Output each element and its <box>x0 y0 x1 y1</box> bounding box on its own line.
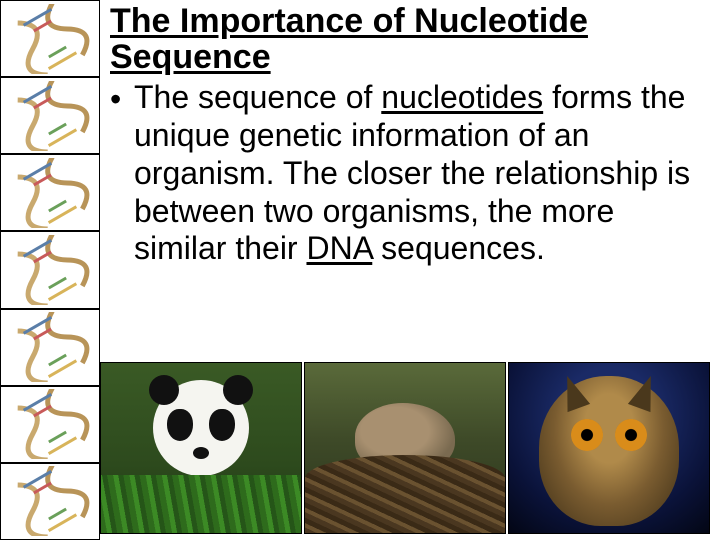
panda-photo <box>100 362 302 534</box>
bullet-text: The sequence of nucleotides forms the un… <box>134 79 706 268</box>
dna-cell <box>0 0 100 77</box>
dna-helix-icon <box>10 312 90 382</box>
dna-helix-column <box>0 0 100 540</box>
dna-cell <box>0 463 100 540</box>
dna-cell <box>0 154 100 231</box>
title-line-1: The Importance of Nucleotide <box>110 2 588 40</box>
animal-photo-strip <box>100 362 710 534</box>
title-line-2: Sequence <box>110 38 271 76</box>
slide: The Importance of Nucleotide Sequence • … <box>0 0 720 540</box>
underlined-dna: DNA <box>306 230 372 266</box>
dna-cell <box>0 77 100 154</box>
slide-title: The Importance of Nucleotide Sequence <box>110 4 706 75</box>
underlined-nucleotides: nucleotides <box>381 79 543 115</box>
body-seg-3: sequences. <box>372 230 545 266</box>
dna-helix-icon <box>10 81 90 151</box>
dna-helix-icon <box>10 389 90 459</box>
dna-cell <box>0 231 100 308</box>
dna-helix-icon <box>10 235 90 305</box>
dna-helix-icon <box>10 466 90 536</box>
owl-photo <box>508 362 710 534</box>
nesting-bird-photo <box>304 362 506 534</box>
bullet: • The sequence of nucleotides forms the … <box>110 79 706 268</box>
dna-helix-icon <box>10 158 90 228</box>
dna-cell <box>0 386 100 463</box>
body-seg-1: The sequence of <box>134 79 381 115</box>
dna-cell <box>0 309 100 386</box>
dna-helix-icon <box>10 4 90 74</box>
bullet-marker: • <box>110 79 134 268</box>
